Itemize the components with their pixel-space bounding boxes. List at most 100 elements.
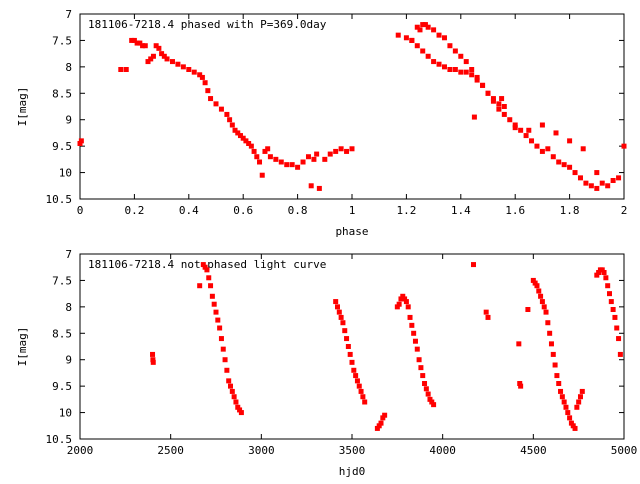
phased-data-point (572, 170, 578, 176)
phased-data-point (447, 67, 453, 72)
phased-data-point (561, 162, 567, 168)
phased-data-point (254, 154, 260, 160)
phased-data-point (545, 146, 551, 152)
unphased-data-point (603, 275, 609, 281)
phased-data-point (202, 80, 208, 86)
unphased-data-point (427, 396, 433, 402)
unphased-x-tick-label: 2500 (157, 444, 184, 457)
phased-data-point (480, 82, 486, 88)
unphased-data-point (202, 264, 208, 270)
phased-data-point (496, 106, 502, 112)
unphased-data-point (548, 341, 554, 347)
phased-data-point (518, 127, 524, 133)
unphased-data-point (517, 381, 523, 386)
unphased-y-tick-label: 8 (65, 301, 72, 314)
phased-data-point (441, 35, 447, 41)
phased-data-point (148, 56, 154, 62)
unphased-data-point (606, 291, 612, 297)
unphased-data-point (351, 367, 357, 373)
phased-x-tick-label: 0.8 (288, 204, 308, 217)
phased-data-point (295, 164, 301, 170)
unphased-data-point (530, 277, 536, 283)
unphased-data-point (411, 330, 417, 336)
unphased-data-point (568, 420, 574, 426)
unphased-data-point (229, 388, 235, 394)
phased-data-point (237, 133, 243, 139)
phased-plot-frame (79, 13, 625, 200)
phased-data-point (123, 67, 129, 72)
phased-data-point (395, 32, 401, 38)
phased-data-point (425, 24, 431, 30)
phased-data-point (425, 53, 431, 59)
unphased-data-point (402, 296, 408, 302)
unphased-data-point (215, 317, 221, 323)
phased-x-tick-label: 1.8 (560, 204, 580, 217)
unphased-data-point (197, 283, 203, 289)
phased-data-point (349, 146, 355, 152)
unphased-data-point (231, 394, 237, 400)
phased-data-point (316, 185, 322, 191)
unphased-data-point (483, 309, 489, 315)
phased-data-point (496, 101, 502, 107)
unphased-data-point (209, 293, 215, 299)
phased-data-point (186, 67, 192, 72)
unphased-chart-title: 181106-7218.4 not phased light curve (88, 258, 326, 271)
unphased-y-tick-label: 7 (65, 248, 72, 261)
phased-data-point (235, 130, 241, 136)
unphased-data-point (218, 336, 224, 342)
phased-data-point (616, 175, 622, 181)
phased-data-point (420, 48, 426, 54)
phased-data-point (229, 122, 235, 128)
unphased-data-point (380, 415, 386, 421)
unphased-data-point (599, 267, 605, 273)
phased-x-tick-label: 0.6 (233, 204, 253, 217)
unphased-data-point (206, 275, 212, 281)
phased-data-point (118, 67, 124, 72)
unphased-data-point (217, 325, 223, 331)
phased-data-point (142, 43, 148, 49)
unphased-data-point (601, 270, 607, 275)
phased-data-point (213, 101, 219, 107)
unphased-data-point (396, 301, 402, 307)
phased-data-point (227, 117, 233, 123)
unphased-data-point (596, 270, 602, 275)
phased-x-tick-label: 1.6 (505, 204, 525, 217)
phased-data-point (322, 156, 328, 162)
unphased-data-point (213, 309, 219, 315)
phased-data-point (436, 61, 442, 67)
phased-data-point (284, 162, 290, 168)
unphased-data-point (336, 309, 342, 315)
phased-y-tick-label: 9.5 (52, 140, 72, 153)
unphased-data-point (425, 391, 431, 397)
unphased-y-tick-label: 10 (59, 407, 72, 420)
phased-data-point (556, 159, 562, 165)
phased-y-axis-label: I[mag] (16, 87, 29, 127)
unphased-data-point (358, 388, 364, 394)
unphased-chart: 2000 2500 3000 3500 4000 4500 5000 7 7.5 8 8.5 9 9.5… (16, 248, 637, 478)
unphased-data-point (485, 314, 491, 320)
phased-data-point (452, 67, 458, 72)
phased-data-point (474, 77, 480, 83)
phased-data-point (259, 172, 265, 178)
unphased-data-point (431, 402, 437, 408)
phased-data-point (344, 148, 350, 154)
unphased-data-point (204, 267, 210, 273)
phased-data-point (610, 178, 616, 183)
unphased-data-point (536, 288, 542, 294)
unphased-data-point (222, 357, 228, 363)
unphased-data-point (200, 262, 206, 268)
unphased-data-point (237, 407, 243, 413)
phased-data-point (469, 72, 475, 78)
phased-data-point (308, 183, 314, 189)
unphased-data-point (516, 341, 522, 347)
phased-data-point (539, 122, 545, 128)
phased-data-point (499, 96, 505, 102)
phased-y-tick-label: 7 (65, 8, 72, 21)
phased-data-point (218, 106, 224, 112)
unphased-data-point (420, 373, 426, 379)
unphased-data-point (150, 359, 156, 365)
unphased-data-point (226, 378, 232, 384)
phased-x-axis-label: phase (335, 225, 368, 238)
unphased-x-tick-label: 2000 (67, 444, 94, 457)
unphased-data-point (429, 399, 435, 405)
